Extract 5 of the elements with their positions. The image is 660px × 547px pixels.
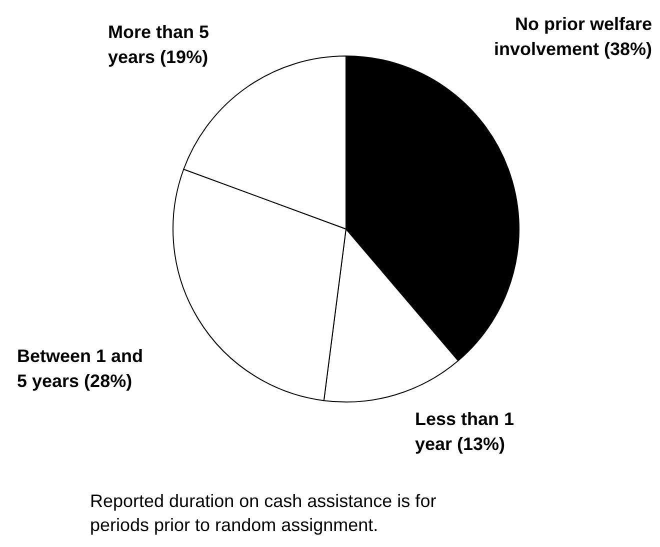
slice-label: More than 5 years (19%) [108,22,210,67]
text: Reported duration on cash assistance is for periods prior to random assignment. [90,491,436,535]
slice-label: Between 1 and 5 years (28%) [17,346,144,391]
slice-label: Less than 1 year (13%) [415,409,514,454]
slice-label: No prior welfare involvement (38%) [494,14,652,59]
